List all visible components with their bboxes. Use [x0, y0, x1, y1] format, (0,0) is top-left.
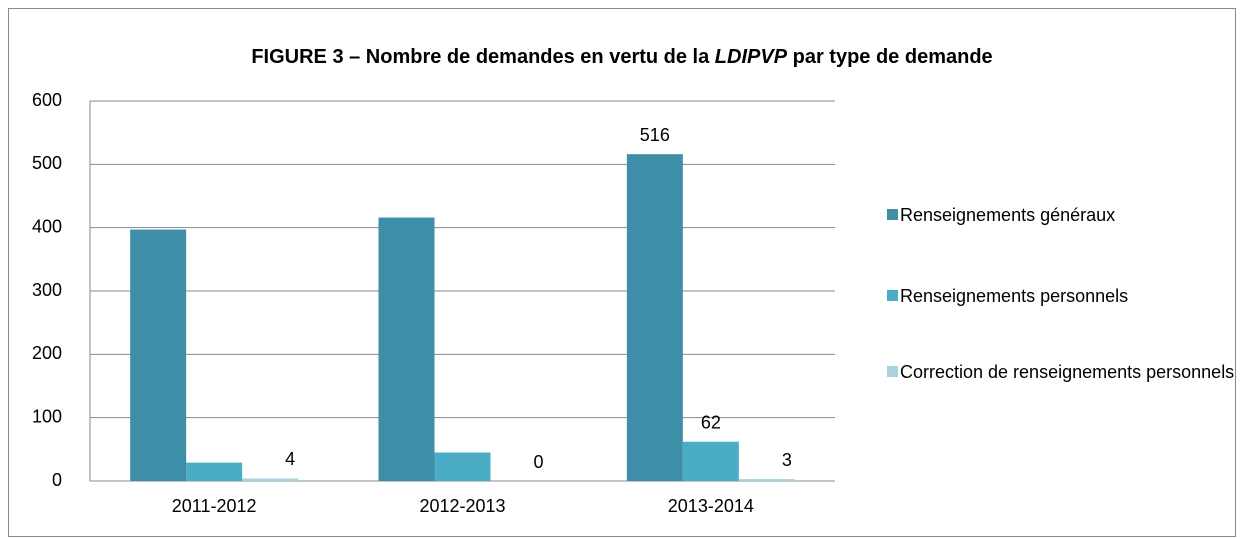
- chart-border: [8, 8, 1236, 537]
- chart-title: FIGURE 3 – Nombre de demandes en vertu d…: [251, 46, 992, 68]
- y-tick-label: 500: [32, 153, 62, 173]
- bar: [738, 479, 795, 481]
- data-label: 4: [285, 449, 295, 469]
- bar: [682, 441, 739, 481]
- y-tick-label: 400: [32, 216, 62, 236]
- bar: [186, 462, 243, 481]
- bar: [242, 478, 299, 481]
- legend-swatch: [887, 366, 898, 377]
- y-tick-label: 600: [32, 90, 62, 110]
- legend-swatch: [887, 290, 898, 301]
- title-part: par type de demande: [787, 46, 993, 68]
- y-tick-label: 200: [32, 343, 62, 363]
- bar: [130, 229, 187, 481]
- title-part: LDIPVP: [715, 46, 788, 68]
- bar: [626, 154, 683, 481]
- x-tick-label: 2011-2012: [172, 496, 257, 516]
- y-tick-label: 300: [32, 280, 62, 300]
- legend-label: Renseignements personnels: [900, 286, 1129, 306]
- data-label: 62: [701, 412, 721, 432]
- data-label: 0: [533, 452, 543, 472]
- y-tick-label: 100: [32, 406, 62, 426]
- x-tick-label: 2013-2014: [668, 496, 754, 516]
- bar: [378, 217, 435, 482]
- x-tick-label: 2012-2013: [419, 496, 505, 516]
- data-label: 516: [640, 125, 670, 145]
- title-part: FIGURE 3 – Nombre de demandes en vertu d…: [251, 46, 714, 68]
- bar: [434, 452, 491, 481]
- legend-label: Renseignements généraux: [900, 205, 1116, 225]
- data-label: 3: [782, 450, 792, 470]
- y-tick-label: 0: [52, 470, 62, 490]
- legend-swatch: [887, 209, 898, 220]
- legend-label: Correction de renseignements personnels: [900, 362, 1235, 382]
